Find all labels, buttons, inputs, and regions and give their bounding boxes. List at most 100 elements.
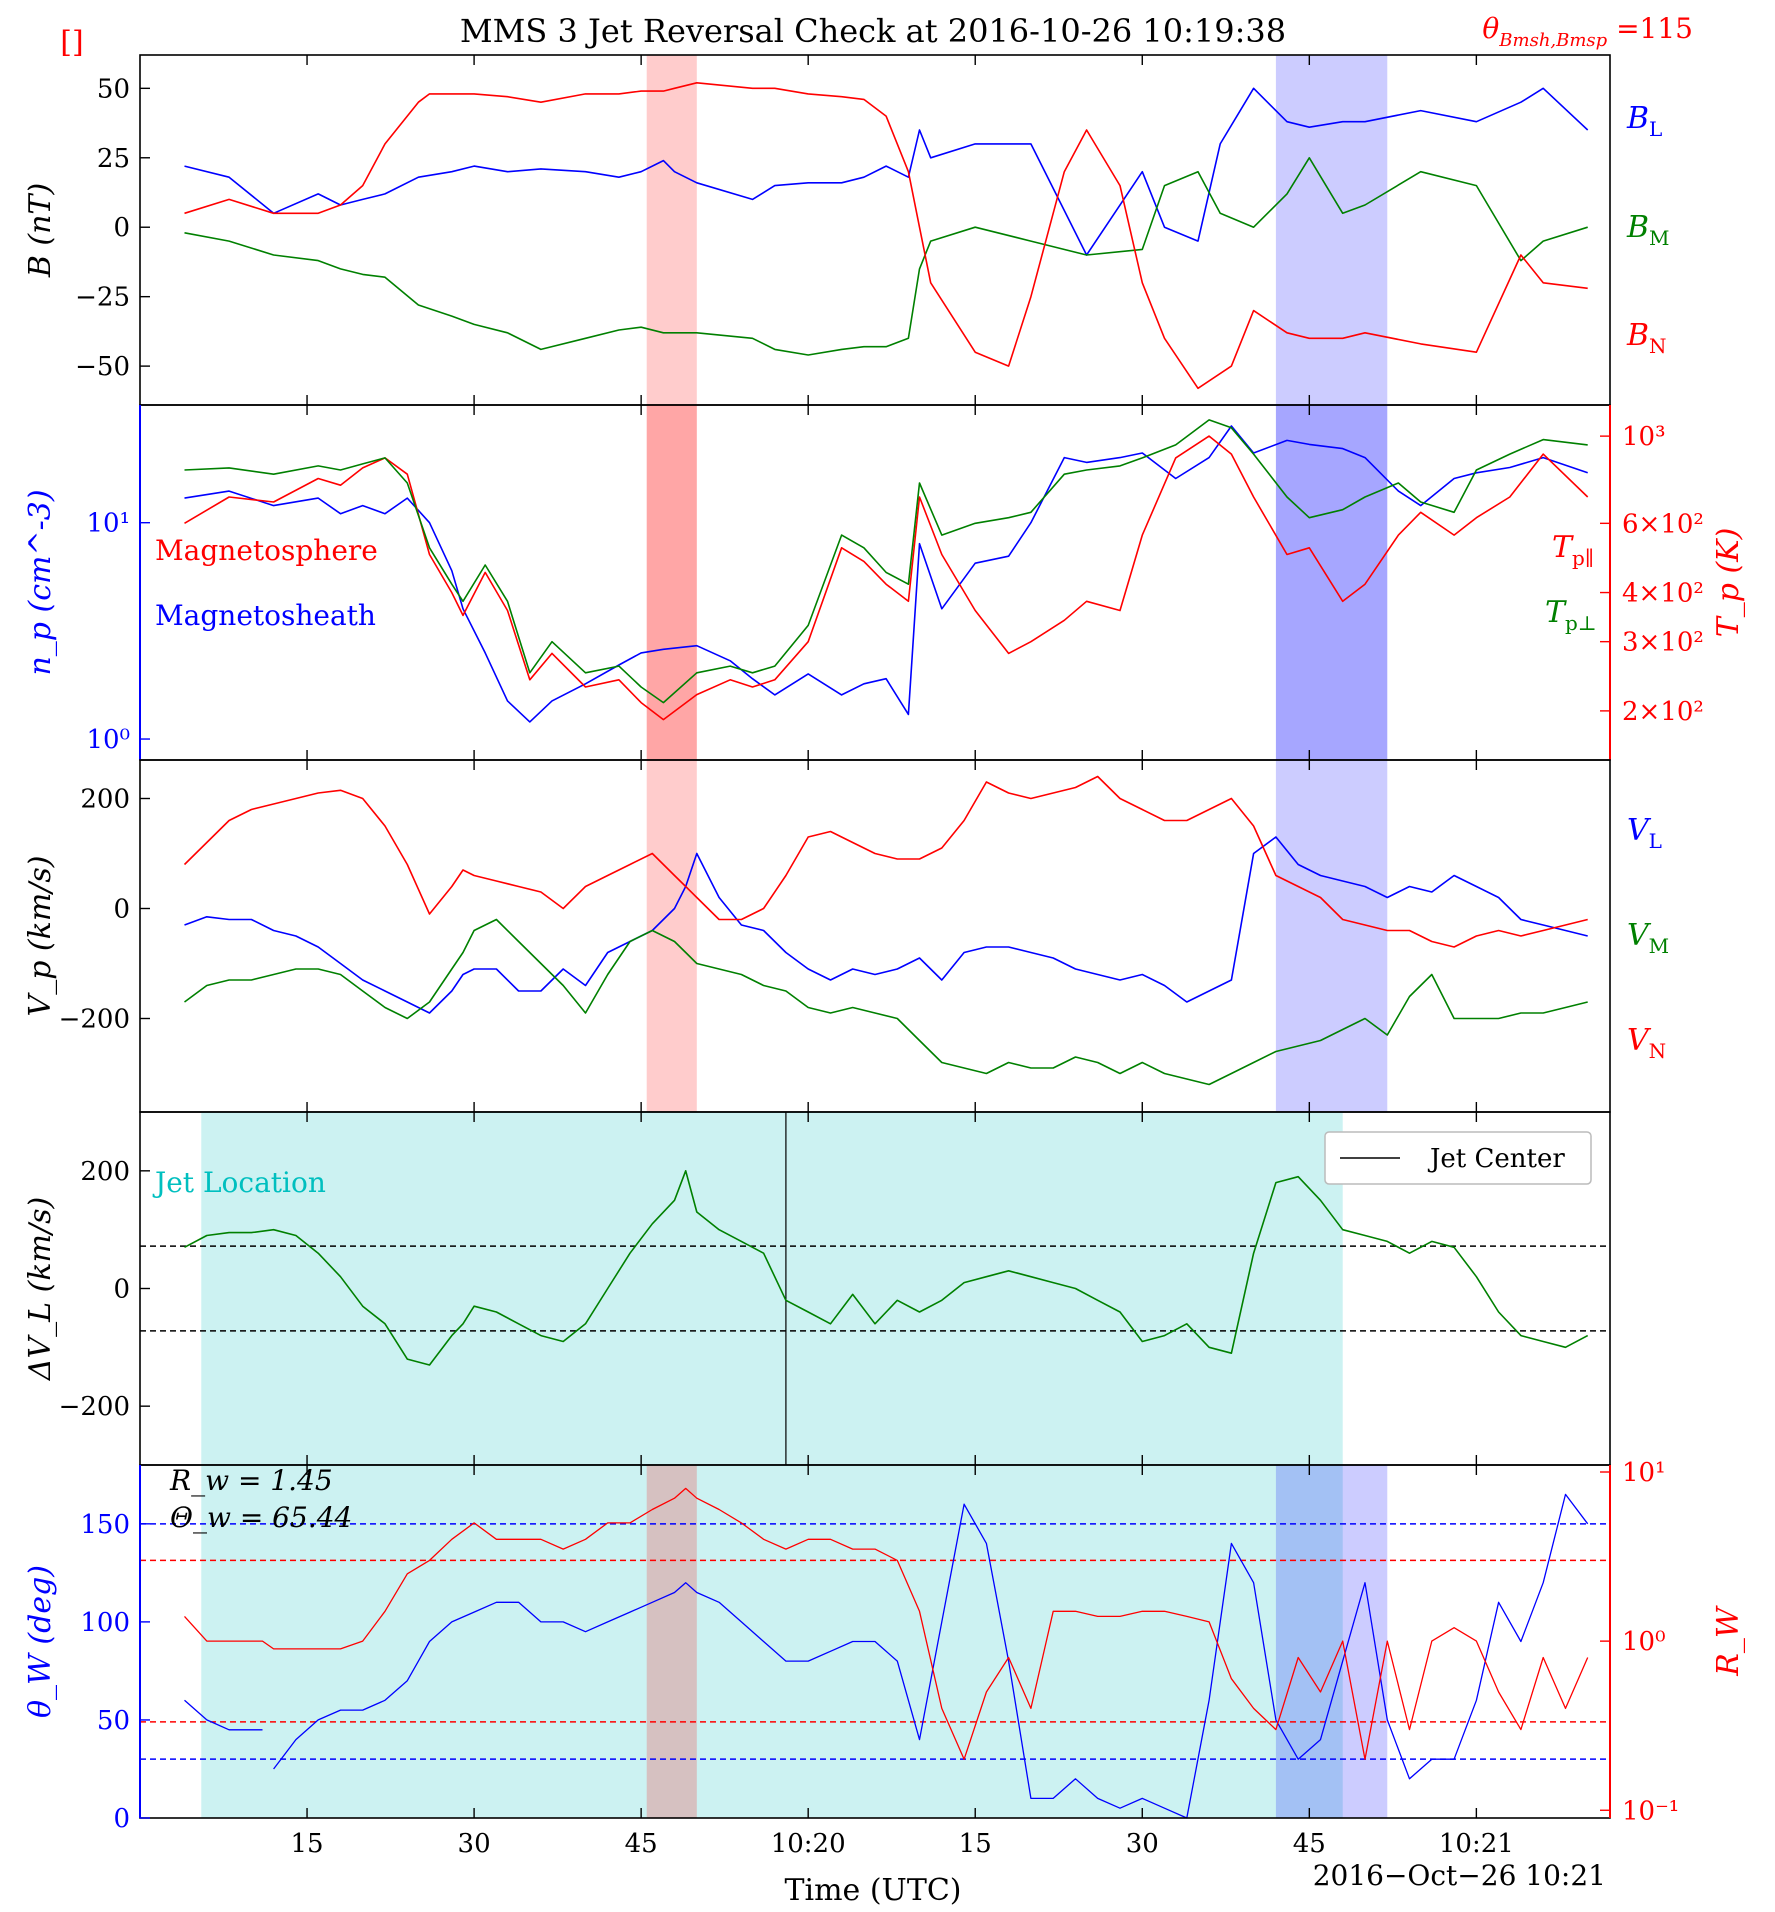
series-label-base: V bbox=[1627, 1023, 1652, 1058]
red-interval-band bbox=[646, 1465, 697, 1818]
x-tick-label: 45 bbox=[625, 1829, 658, 1859]
series-line-red bbox=[184, 1487, 1589, 1760]
blue-interval-band bbox=[1275, 760, 1388, 1112]
y-tick-label: −25 bbox=[75, 283, 130, 313]
series-line-blue bbox=[184, 836, 1588, 1014]
series-label: Tp⊥ bbox=[1545, 595, 1597, 635]
y-tick-label: 200 bbox=[80, 785, 130, 815]
theta-header: θBmsh,Bmsp =115 bbox=[1482, 12, 1693, 51]
jet-location-band bbox=[201, 1112, 1343, 1465]
y-tick-label: 2×10² bbox=[1622, 697, 1704, 727]
series-label-sub: L bbox=[1649, 829, 1662, 853]
y-tick-label: 10⁰ bbox=[1622, 1627, 1666, 1657]
series-line-red bbox=[184, 82, 1588, 390]
series-label-base: T bbox=[1545, 595, 1567, 630]
series-label-base: V bbox=[1627, 813, 1652, 848]
x-tick-label: 30 bbox=[458, 1829, 491, 1859]
series-line-green bbox=[184, 157, 1588, 356]
y-tick-label: 0 bbox=[113, 1275, 130, 1305]
series-label-sub: M bbox=[1649, 226, 1669, 250]
y-tick-label: 25 bbox=[97, 144, 130, 174]
jet-location-label: Jet Location bbox=[152, 1166, 326, 1199]
series-label: BL bbox=[1626, 101, 1662, 141]
panel-frame bbox=[139, 759, 1611, 1113]
y-axis-label-theta: θ_W (deg) bbox=[23, 1565, 58, 1718]
series-line-green bbox=[184, 419, 1588, 704]
series-label-base: B bbox=[1626, 210, 1649, 245]
series-label: VM bbox=[1627, 918, 1669, 958]
legend-box bbox=[1324, 1131, 1592, 1185]
series-label: VN bbox=[1627, 1023, 1666, 1063]
y-tick-label: 0 bbox=[113, 895, 130, 925]
series-label: BM bbox=[1626, 210, 1670, 250]
y-tick-label: 0 bbox=[113, 1804, 130, 1834]
series-label: VL bbox=[1627, 813, 1662, 853]
panel-dvl: −200 0 200 ΔV_L (km/s) Jet Location Jet Cente… bbox=[23, 1111, 1611, 1466]
red-interval-band bbox=[646, 760, 697, 1112]
y-tick-label: 10⁰ bbox=[86, 725, 130, 755]
magnetosheath-label: Magnetosheath bbox=[155, 599, 376, 632]
series-label-sub: N bbox=[1649, 334, 1667, 358]
series-label-base: V bbox=[1627, 918, 1652, 953]
figure-title: MMS 3 Jet Reversal Check at 2016-10-26 1… bbox=[460, 12, 1286, 50]
series-label: Tp∥ bbox=[1552, 530, 1594, 570]
series-line-green bbox=[184, 1170, 1589, 1366]
series-label-sub: N bbox=[1649, 1039, 1667, 1063]
y-tick-label: 100 bbox=[80, 1608, 130, 1638]
series-line-red bbox=[184, 435, 1589, 721]
y-axis-label-rw: R_W bbox=[1711, 1605, 1746, 1677]
y-tick-label: −200 bbox=[59, 1005, 130, 1035]
x-tick-label: 30 bbox=[1126, 1829, 1159, 1859]
thetaw-annotation: Θ_w = 65.44 bbox=[170, 1501, 352, 1534]
y-tick-label: 50 bbox=[97, 1706, 130, 1736]
series-label-sub: M bbox=[1649, 934, 1669, 958]
series-line-blue bbox=[184, 1493, 1589, 1819]
y-tick-label: 6×10² bbox=[1622, 509, 1704, 539]
legend-label: Jet Center bbox=[1427, 1144, 1565, 1174]
red-interval-band bbox=[646, 405, 697, 760]
red-interval-band bbox=[646, 55, 697, 405]
series-line-blue bbox=[184, 425, 1588, 723]
series-label-sub: p∥ bbox=[1572, 546, 1594, 570]
series-label-sub: L bbox=[1649, 117, 1662, 141]
y-axis-label-np: n_p (cm^-3) bbox=[23, 489, 58, 675]
x-tick-label: 10:20 bbox=[771, 1829, 846, 1859]
corner-mark: [] bbox=[60, 25, 83, 60]
panel-frame bbox=[139, 404, 1611, 761]
y-tick-label: 10³ bbox=[1622, 422, 1666, 452]
panel-np-tp: 10⁰ 10¹ 2×10² 3×10² 4×10² 6×10² 10³ n_p (cm^-3)… bbox=[23, 404, 1746, 761]
y-tick-label: −200 bbox=[59, 1392, 130, 1422]
series-line-blue bbox=[184, 87, 1589, 256]
blue-interval-band bbox=[1275, 1465, 1388, 1818]
y-axis-label: V_p (km/s) bbox=[23, 856, 58, 1017]
series-label-base: B bbox=[1626, 101, 1649, 136]
jet-location-band bbox=[201, 1465, 1343, 1818]
y-tick-label: 0 bbox=[113, 213, 130, 243]
y-tick-label: 150 bbox=[80, 1510, 130, 1540]
theta-value: =115 bbox=[1607, 12, 1693, 45]
series-line-green bbox=[184, 918, 1588, 1086]
x-tick-label: 10:21 bbox=[1439, 1829, 1514, 1859]
y-tick-label: 10¹ bbox=[1622, 1458, 1666, 1488]
x-axis-label: Time (UTC) bbox=[785, 1873, 962, 1908]
panel-theta-w: 15 30 45 10:20 15 30 45 10:21 0 50 100 150 10⁻¹ 10⁰ 10… bbox=[23, 1458, 1746, 1859]
y-axis-label: B (nT) bbox=[23, 183, 58, 278]
magnetosphere-label: Magnetosphere bbox=[155, 534, 378, 567]
rw-annotation: R_w = 1.45 bbox=[169, 1464, 333, 1497]
y-axis-label-tp: T_p (K) bbox=[1711, 528, 1746, 638]
y-tick-label: 50 bbox=[97, 74, 130, 104]
y-tick-label: 4×10² bbox=[1622, 579, 1704, 609]
y-tick-label: 200 bbox=[80, 1157, 130, 1187]
series-label-base: B bbox=[1626, 318, 1649, 353]
theta-subscript: Bmsh,Bmsp bbox=[1498, 30, 1607, 51]
blue-interval-band bbox=[1275, 55, 1388, 405]
x-tick-label: 45 bbox=[1293, 1829, 1326, 1859]
y-axis-label: ΔV_L (km/s) bbox=[23, 1197, 58, 1381]
y-tick-label: −50 bbox=[75, 352, 130, 382]
x-tick-label: 15 bbox=[290, 1829, 323, 1859]
theta-symbol: θ bbox=[1482, 12, 1499, 45]
date-label: 2016−Oct−26 10:21 bbox=[1313, 1859, 1606, 1892]
